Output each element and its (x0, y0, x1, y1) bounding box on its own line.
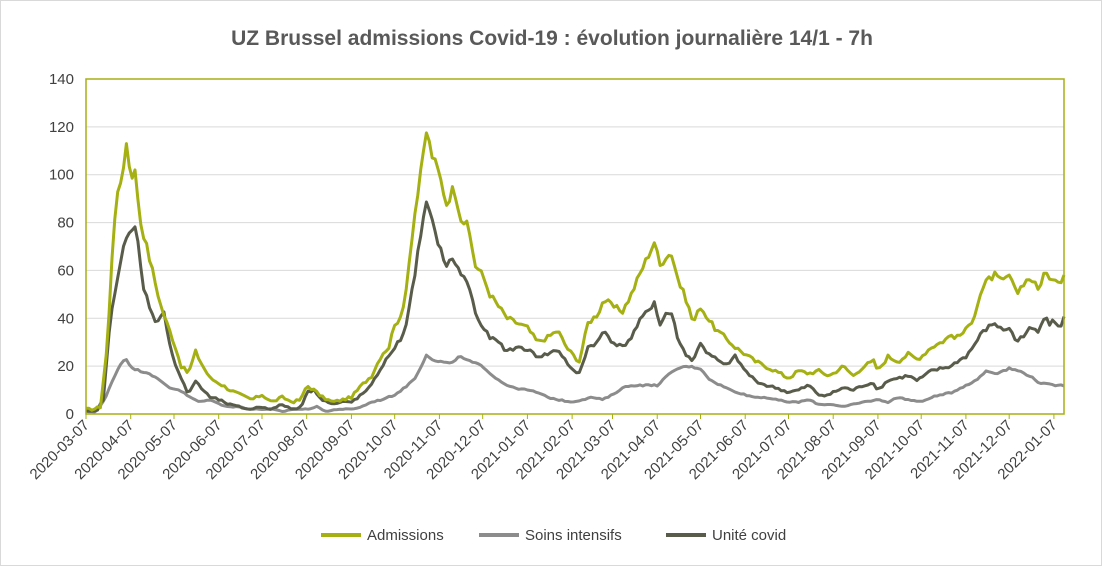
y-axis: 0 20 40 60 80 100 120 140 (49, 71, 74, 423)
y-tick-label: 80 (57, 215, 74, 232)
y-tick-label: 20 (57, 358, 74, 375)
y-tick-label: 100 (49, 167, 74, 184)
legend: Admissions Soins intensifs Unité covid (321, 527, 786, 544)
legend-label: Admissions (367, 527, 444, 544)
y-tick-label: 0 (66, 406, 74, 423)
x-axis: 2020-03-072020-04-072020-05-072020-06-07… (27, 414, 1061, 483)
plot-area-border (85, 78, 1065, 415)
series-line-2 (85, 200, 1066, 413)
legend-label: Unité covid (712, 527, 786, 544)
y-tick-label: 60 (57, 262, 74, 279)
series-line-0 (86, 131, 1066, 412)
y-tick-label: 40 (57, 310, 74, 327)
legend-label: Soins intensifs (525, 527, 622, 544)
chart-title: UZ Brussel admissions Covid-19 : évoluti… (231, 27, 873, 50)
y-tick-label: 120 (49, 119, 74, 136)
grid-lines (86, 126, 1064, 367)
series-lines (85, 131, 1066, 414)
y-tick-label: 140 (49, 71, 74, 88)
